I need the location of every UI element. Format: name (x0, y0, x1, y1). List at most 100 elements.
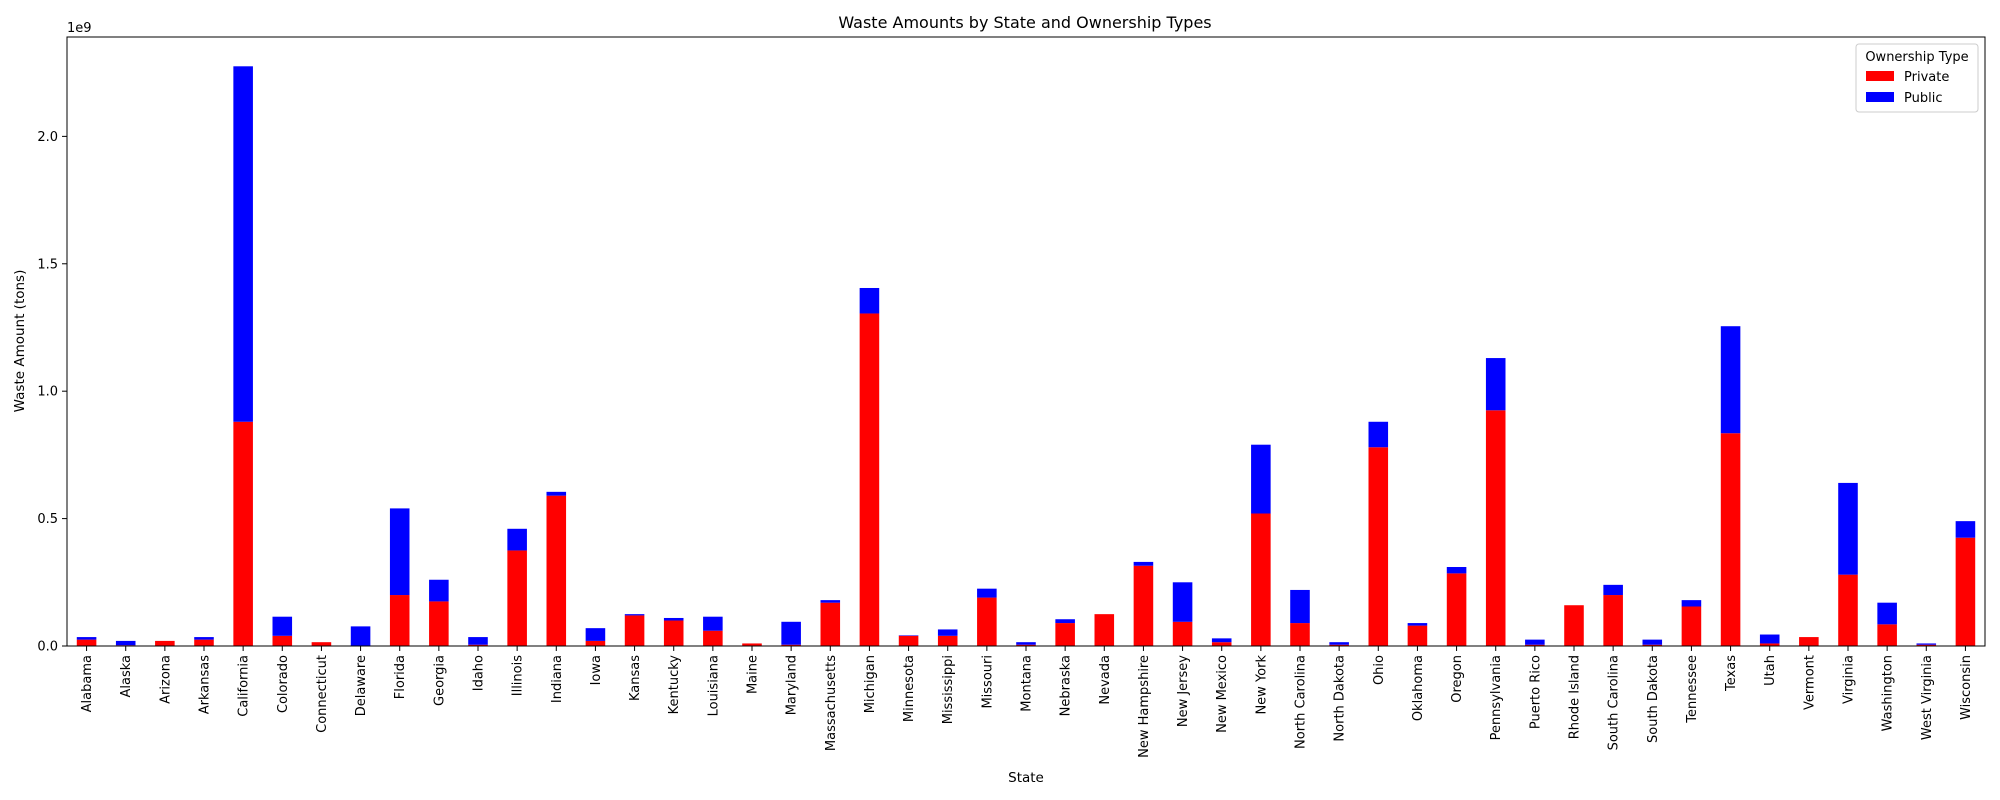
bar-private-montana (1016, 644, 1036, 646)
bar-private-kentucky (663, 620, 684, 646)
x-tick-label: Pennsylvania (1489, 655, 1504, 740)
x-tick-label: Arizona (158, 655, 173, 704)
bar-private-utah (1759, 643, 1780, 646)
bar-private-illinois (507, 550, 527, 646)
bar-private-georgia (429, 601, 449, 646)
y-axis-offset-label: 1e9 (67, 21, 92, 36)
x-tick-label: New York (1254, 655, 1269, 715)
bar-public-michigan (859, 287, 880, 314)
x-tick-label: Nebraska (1059, 655, 1074, 716)
bar-private-kansas (624, 615, 645, 646)
x-tick-label: North Dakota (1333, 655, 1348, 742)
bar-public-idaho (468, 637, 488, 645)
bar-private-maine (742, 643, 762, 646)
bar-private-tennessee (1681, 606, 1702, 646)
bars-layer (76, 66, 1976, 646)
x-tick-label: New Jersey (1176, 655, 1191, 727)
y-tick-label: 2.0 (37, 130, 58, 145)
bar-public-california (233, 66, 253, 422)
bar-public-iowa (585, 628, 606, 641)
bar-private-michigan (859, 313, 880, 646)
bar-private-new-jersey (1172, 621, 1193, 646)
bar-public-new-mexico (1211, 638, 1232, 643)
bar-private-new-york (1251, 513, 1271, 646)
bar-private-pennsylvania (1485, 410, 1506, 646)
x-tick-label: Delaware (354, 655, 369, 716)
x-tick-label: Alaska (119, 655, 134, 698)
bar-public-oklahoma (1407, 623, 1428, 626)
plot-area-frame (66, 36, 1986, 647)
bar-private-idaho (468, 644, 488, 646)
x-tick-label: Missouri (980, 655, 995, 709)
bar-public-oregon (1446, 567, 1467, 574)
x-tick-label: Maryland (785, 655, 800, 715)
x-tick-label: Washington (1881, 655, 1896, 731)
bar-private-colorado (272, 635, 293, 646)
bar-private-virginia (1838, 574, 1858, 646)
bar-public-north-carolina (1290, 589, 1310, 624)
x-tick-label: Oklahoma (1411, 655, 1426, 721)
bar-public-florida (389, 508, 410, 596)
x-tick-label: Massachusetts (824, 655, 839, 751)
bar-public-west-virginia (1916, 643, 1937, 645)
bar-public-south-carolina (1603, 584, 1623, 596)
bar-public-indiana (546, 491, 567, 496)
bar-public-virginia (1838, 482, 1858, 575)
x-tick-label: Louisiana (706, 655, 721, 716)
y-tick-label: 0.5 (37, 512, 58, 527)
x-tick-label: Oregon (1450, 655, 1465, 703)
bar-private-maryland (781, 644, 801, 646)
legend-label-public: Public (1904, 91, 1942, 106)
bar-public-south-dakota (1642, 639, 1663, 645)
bar-public-new-hampshire (1133, 561, 1154, 566)
bar-public-kansas (624, 614, 645, 616)
y-tick-label: 1.0 (37, 385, 58, 400)
bar-private-puerto-rico (1525, 644, 1545, 646)
x-tick-label: Mississippi (941, 655, 956, 724)
bar-public-montana (1016, 642, 1036, 645)
bar-public-new-jersey (1172, 582, 1193, 622)
bar-private-texas (1720, 433, 1741, 646)
bar-private-minnesota (898, 635, 919, 646)
bar-private-arkansas (194, 639, 214, 646)
bar-private-indiana (546, 495, 567, 646)
x-tick-label: Minnesota (902, 655, 917, 722)
bar-public-wisconsin (1955, 521, 1976, 538)
bar-public-maryland (781, 621, 801, 645)
bar-private-florida (389, 595, 410, 646)
bar-public-alaska (115, 640, 136, 646)
bar-private-new-mexico (1211, 642, 1232, 646)
bar-private-california (233, 421, 253, 646)
x-tick-label: Michigan (863, 655, 878, 713)
bar-private-north-dakota (1329, 644, 1349, 646)
x-tick-label: California (237, 655, 252, 717)
bar-public-kentucky (663, 617, 684, 621)
bar-public-puerto-rico (1525, 639, 1545, 645)
bar-public-ohio (1368, 421, 1389, 448)
bar-private-connecticut (311, 642, 332, 646)
x-tick-label: Nevada (1098, 655, 1113, 705)
bar-public-colorado (272, 616, 293, 636)
bar-public-alabama (76, 637, 97, 640)
x-tick-label: Kansas (628, 655, 643, 701)
bar-private-north-carolina (1290, 623, 1310, 646)
legend: Ownership Type Private Public (1855, 43, 1979, 113)
x-tick-label: Indiana (550, 655, 565, 703)
bar-private-west-virginia (1916, 644, 1937, 646)
bar-private-louisiana (703, 630, 723, 646)
legend-title: Ownership Type (1865, 50, 1968, 65)
x-tick-label: Wisconsin (1959, 655, 1974, 720)
x-tick-label: Montana (1020, 655, 1035, 712)
bar-public-georgia (429, 579, 449, 602)
y-axis-label: Waste Amount (tons) (12, 270, 28, 413)
bar-public-pennsylvania (1485, 358, 1506, 411)
bar-private-iowa (585, 640, 606, 646)
bar-private-washington (1877, 624, 1897, 646)
bar-private-rhode-island (1564, 605, 1584, 646)
x-tick-label: South Carolina (1607, 655, 1622, 750)
bar-public-nebraska (1055, 619, 1075, 624)
bar-private-alabama (76, 639, 97, 646)
x-tick-label: Kentucky (667, 655, 682, 715)
x-tick-label: Tennessee (1685, 655, 1700, 724)
